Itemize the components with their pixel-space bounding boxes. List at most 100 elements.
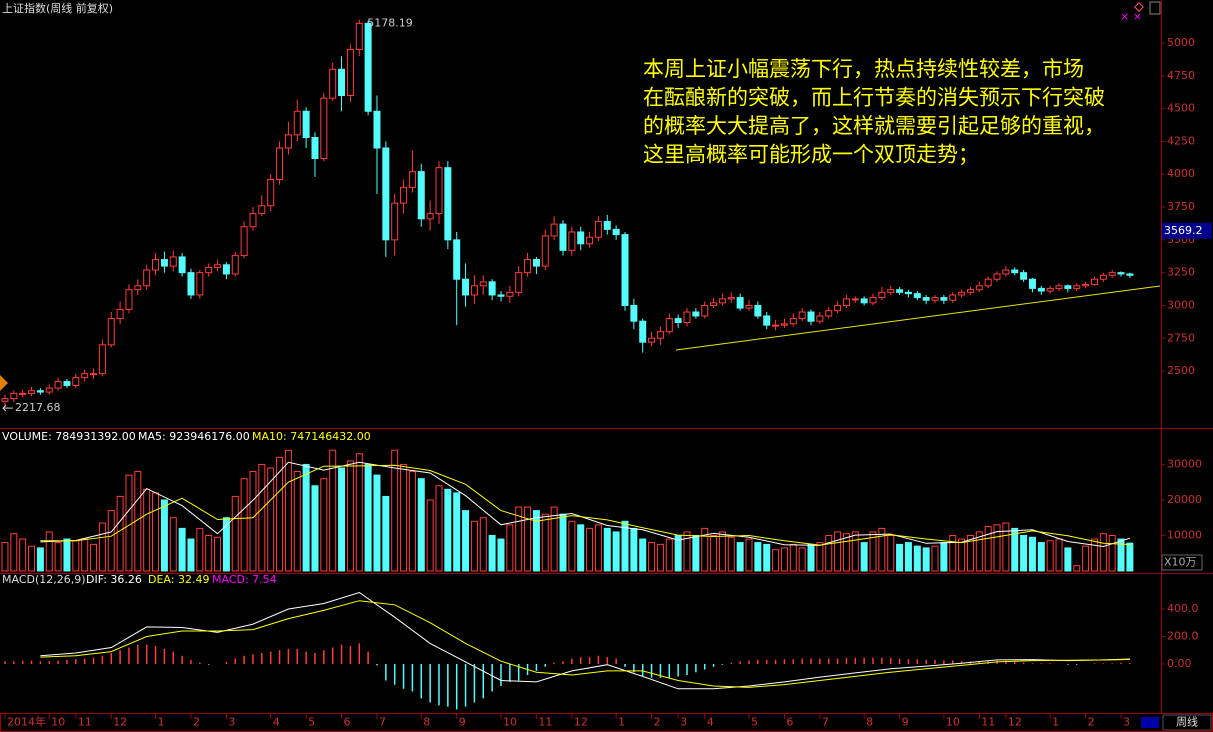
candle-body: [630, 304, 638, 322]
candle-body: [860, 298, 868, 304]
volume-bar: [311, 485, 319, 572]
price-tag-box: [1162, 222, 1212, 239]
high-label: 5178.19: [367, 17, 413, 30]
candle-body: [400, 186, 408, 204]
candle-body: [506, 291, 514, 297]
volume-bar: [931, 545, 939, 572]
volume-bar: [196, 527, 204, 572]
candle-body: [780, 323, 788, 326]
volume-bar: [267, 467, 275, 572]
y-tick-label: 20000: [1167, 493, 1202, 506]
candle-body: [913, 293, 921, 299]
candle-body: [1090, 278, 1098, 285]
chart-title: 上证指数(周线 前复权): [2, 1, 113, 15]
x-tick-label: 12: [574, 716, 588, 729]
candle-body: [116, 308, 124, 320]
candle-body: [541, 235, 549, 267]
volume-bar: [302, 463, 310, 572]
volume-bar: [736, 542, 744, 572]
unit-label: X10万: [1164, 556, 1197, 569]
candle-body: [107, 318, 115, 346]
period-button[interactable]: [1162, 714, 1212, 731]
volume-bar: [1108, 534, 1116, 572]
volume-bar: [869, 531, 877, 572]
volume-bar: [81, 538, 89, 572]
low-arrow-head: [2, 404, 7, 412]
candle-body: [922, 297, 930, 301]
candle-body: [249, 213, 257, 228]
candle-body: [196, 272, 204, 296]
candle-body: [683, 311, 691, 324]
candle-body: [621, 234, 629, 306]
candle-body: [1020, 272, 1028, 280]
candle-body: [825, 310, 833, 317]
candle-body: [479, 281, 487, 287]
y-tick-label: 3750: [1167, 200, 1195, 213]
volume-bar: [205, 534, 213, 572]
x-tick-label: 4: [273, 716, 280, 729]
volume-bar: [665, 538, 673, 572]
low-label: 2217.68: [15, 401, 61, 414]
volume-bar: [187, 538, 195, 572]
candle-body: [320, 97, 328, 159]
volume-bar: [1090, 538, 1098, 572]
x-tick-label: 11: [981, 716, 995, 729]
volume-bar: [1046, 540, 1054, 572]
candle-body: [169, 256, 177, 267]
volume-bar: [515, 506, 523, 572]
y-tick-label: 10000: [1167, 528, 1202, 541]
x-tick-label: 9: [902, 716, 909, 729]
volume-bar: [408, 471, 416, 572]
volume-bar: [1, 542, 9, 572]
volume-bar: [975, 531, 983, 572]
candle-body: [1046, 287, 1054, 292]
x-tick-label: 8: [866, 716, 873, 729]
y-tick-label: 5000: [1167, 36, 1195, 49]
candle-body: [692, 311, 700, 317]
candle-body: [710, 302, 718, 306]
y-tick-label: 3000: [1167, 298, 1195, 311]
volume-bar: [789, 543, 797, 572]
candle-body: [258, 205, 266, 215]
candle-body: [639, 320, 647, 343]
window-icon: [1149, 1, 1161, 15]
candle-body: [515, 272, 523, 293]
volume-bar: [958, 538, 966, 572]
volume-bar: [834, 531, 842, 572]
candle-body: [81, 373, 89, 379]
volume-bar: [45, 531, 53, 572]
candle-body: [54, 381, 62, 389]
candle-body: [984, 278, 992, 287]
volume-bar: [940, 542, 948, 572]
candle-body: [276, 147, 284, 180]
volume-bar: [966, 534, 974, 572]
y-tick-label: 4250: [1167, 134, 1195, 147]
candle-body: [842, 298, 850, 306]
annotation-line: 在酝酿新的突破，而上行节奏的消失预示下行突破: [643, 86, 1105, 110]
volume-bar: [842, 533, 850, 572]
y-tick-label: 30000: [1167, 457, 1202, 470]
candle-body: [612, 228, 620, 236]
candle-body: [674, 318, 682, 324]
period-label[interactable]: 周线: [1176, 715, 1198, 729]
volume-bar: [470, 520, 478, 572]
candle-body: [869, 297, 877, 304]
candle-body: [152, 259, 160, 271]
volume-bar: [373, 474, 381, 572]
volume-bar: [1037, 542, 1045, 572]
candle-body: [550, 223, 558, 237]
volume-bar: [984, 526, 992, 572]
volume-bar: [559, 513, 567, 572]
volume-bar: [727, 536, 735, 572]
candle-body: [408, 171, 416, 188]
volume-bar: [382, 495, 390, 572]
scroll-button[interactable]: [1141, 717, 1159, 728]
volume-bar: [524, 506, 532, 572]
line-series: [40, 464, 1130, 546]
candle-body: [364, 22, 372, 112]
volume-bar: [816, 542, 824, 572]
candle-body: [222, 264, 230, 275]
volume-bar: [887, 534, 895, 572]
trend-line: [675, 285, 1161, 351]
